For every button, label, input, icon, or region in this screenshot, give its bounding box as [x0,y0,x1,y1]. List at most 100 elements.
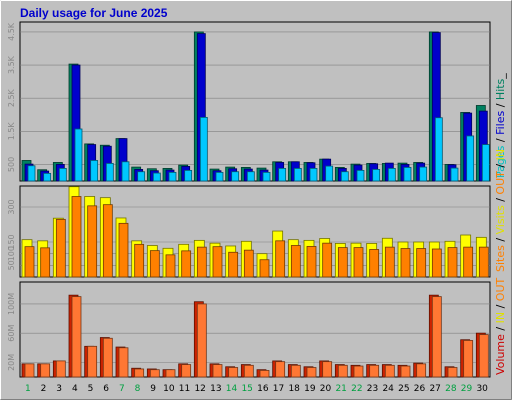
visits-bar-sites [306,246,317,278]
visits-bar-sites [181,250,192,278]
hits-tick-label: 3.5K [7,55,16,74]
volume-panel: 20M 60M 100M [7,281,491,378]
hits-legend-part: _ [494,73,507,80]
hits-bar-pages [246,171,255,182]
hits-tick-label: 1.5K [7,122,16,141]
hits-bar-pages [387,168,396,182]
hits-bar-pages [215,171,224,182]
day-label: 1 [25,384,31,394]
visits-bar-sites [24,246,35,278]
hits-bar-pages [74,128,83,182]
volume-bar-out [416,363,427,378]
day-label: 2 [41,384,47,394]
day-label: 17 [273,384,284,394]
volume-tick-label: 100M [7,293,16,315]
visits-bar-sites [337,247,348,278]
visits-bar-sites [243,249,254,278]
volume-bar-out [369,364,380,378]
visits-legend-part: / [494,195,507,206]
volume-bar-out [87,345,98,378]
visits-bar-sites [369,249,380,278]
volume-bar-out [181,364,192,378]
day-label: 10 [163,384,175,394]
visits-bar-sites [149,250,160,278]
visits-bar-sites [416,248,427,278]
hits-bar-pages [309,168,318,182]
day-label: 29 [461,384,473,394]
visits-bar-sites [431,248,442,278]
volume-tick-label: 60M [7,325,16,342]
hits-bar-pages [105,163,114,182]
visits-legend-part: Visits [494,205,507,234]
visits-legend-part: OUT [494,171,507,195]
volume-bar-out [478,334,489,378]
hits-bar-pages [481,144,490,182]
day-label: 18 [288,384,300,394]
hits-bar-pages [293,168,302,182]
volume-bar-out [290,364,301,378]
day-label: 3 [56,384,62,394]
visits-bar-sites [259,259,270,278]
visits-bar-sites [71,196,82,278]
visits-tick-label: 300 [7,199,16,214]
volume-bar-out [118,347,129,378]
visits-bar-sites [102,204,113,278]
volume-bar-out [322,361,333,378]
volume-bar-out [102,337,113,378]
visits-tick-label: 150 [7,234,16,249]
volume-bar-out [149,369,160,378]
volume-bar-out [24,363,35,378]
visits-bar-sites [40,247,51,278]
day-label: 24 [382,384,394,394]
volume-bar-out [337,364,348,378]
visits-bar-sites [212,246,223,278]
visits-bar-sites [447,247,458,278]
day-label: 12 [194,384,205,394]
volume-bar-out [196,303,207,378]
day-label: 23 [367,384,378,394]
volume-bar-out [212,364,223,378]
visits-bar-sites [463,246,474,278]
visits-tick-label: 50 [7,260,16,270]
hits-bar-pages [372,169,381,182]
volume-legend-part: OUT [494,277,507,301]
visits-plot-area [19,185,491,278]
hits-bar-pages [168,171,177,182]
volume-bar-out [55,360,66,378]
hits-bar-pages [231,171,240,182]
hits-legend-part: / [494,100,507,111]
hits-tick-label: 500 [7,157,16,172]
visits-bar-sites [87,205,98,278]
hits-bar-pages [137,171,146,182]
volume-bar-out [400,365,411,378]
hits-legend-part: Files [494,111,507,135]
day-label: 14 [226,384,238,394]
day-label: 11 [179,384,190,394]
hits-bar-pages [466,135,475,182]
visits-bar-sites [134,243,145,278]
visits-bar-sites [228,251,239,278]
visits-bar-sites [55,218,66,278]
hits-bar-pages [199,117,208,182]
hits-bar-pages [450,167,459,182]
hits-bar-pages [43,172,52,182]
volume-legend: Volume / IN / OUT [494,277,507,375]
day-label: 15 [241,384,252,394]
hits-bar-pages [121,161,130,182]
hits-bar-pages [262,171,271,182]
volume-plot-area [19,281,491,378]
visits-legend-part: / [494,160,507,171]
day-label: 27 [429,384,440,394]
volume-legend-part: / [494,323,507,334]
visits-legend-part: Sites [494,245,507,272]
day-label: 28 [445,384,457,394]
visits-bar-sites [275,240,286,278]
hits-legend-part: Pages [494,145,507,178]
volume-bar-out [447,367,458,378]
day-label: 22 [351,384,362,394]
volume-bar-out [71,296,82,378]
hits-bar-pages [184,169,193,182]
volume-bar-out [165,369,176,378]
